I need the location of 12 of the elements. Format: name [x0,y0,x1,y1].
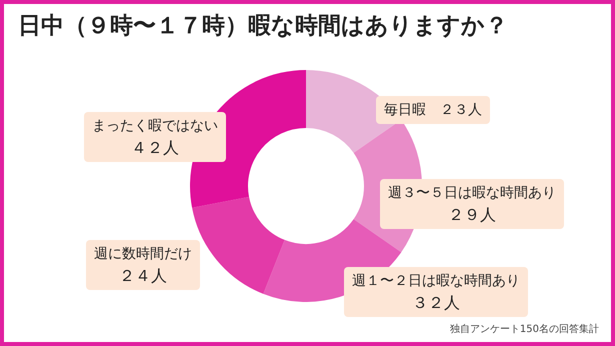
data-label: ２３人 [440,102,482,118]
slice-label: 週３〜５日は暇な時間あり [388,184,556,203]
text: 独自アンケート150名の回答集計 [450,322,599,336]
data-label: ４２人 [130,137,180,159]
slice-label: まったく暇ではない [92,117,218,136]
data-label: ３２人 [411,292,461,314]
slice-label: 週に数時間だけ [94,245,192,264]
slice-label: 週１〜２日は暇な時間あり [352,272,520,291]
chart-title: 日中（９時〜１７時）暇な時間はありますか？ [18,12,508,41]
data-label: ２９人 [447,204,497,226]
data-label: ２４人 [118,265,168,287]
slice-label: 毎日暇 [384,102,426,118]
